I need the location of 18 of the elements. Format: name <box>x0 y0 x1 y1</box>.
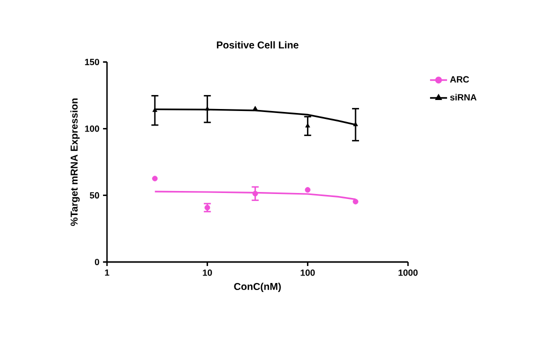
x-tick-label: 1000 <box>398 270 418 276</box>
y-tick-label: 0 <box>94 258 100 266</box>
x-tick-label: 100 <box>300 270 315 276</box>
legend-label: ARC <box>450 76 470 83</box>
y-axis-title: %Target mRNA Expression <box>70 98 80 226</box>
y-tick-label: 50 <box>90 192 100 199</box>
x-tick-label: 10 <box>202 270 212 276</box>
point <box>252 190 258 196</box>
point <box>352 198 358 204</box>
y-tick-label: 100 <box>85 125 100 132</box>
legend-label: siRNA <box>450 94 477 100</box>
y-tick-label: 150 <box>85 58 100 66</box>
point <box>252 106 258 110</box>
point <box>152 176 158 182</box>
point <box>152 108 158 112</box>
chart-title: Positive Cell Line <box>216 41 298 49</box>
x-axis-title: ConC(nM) <box>234 282 281 292</box>
x-tick-label: 1 <box>105 270 110 276</box>
